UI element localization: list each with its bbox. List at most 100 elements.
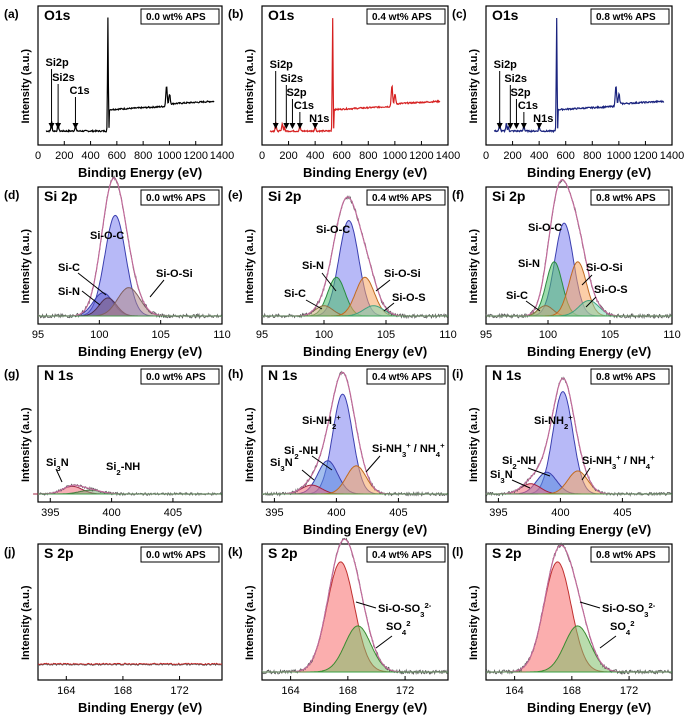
survey-curve-a bbox=[45, 17, 215, 133]
panel-letter-l: (l) bbox=[452, 545, 463, 559]
label-leader-i bbox=[511, 479, 531, 489]
peak-arrowhead-c bbox=[520, 123, 527, 129]
y-axis-label-d: Intensity (a.u.) bbox=[20, 229, 32, 304]
tag-box-l bbox=[590, 546, 670, 563]
peak-label-b: N1s bbox=[309, 113, 329, 125]
tag-box-h bbox=[366, 368, 446, 385]
component-label-h: Si2-NH bbox=[284, 445, 318, 461]
panel-title-d: Si 2p bbox=[44, 188, 77, 204]
component-label-i-part: Si bbox=[502, 455, 512, 467]
component-label-f: Si-C bbox=[506, 290, 528, 302]
label-leader-i bbox=[527, 467, 551, 477]
component-label-i-part: 2 bbox=[564, 422, 568, 431]
component-label-h-part: / NH bbox=[411, 443, 436, 455]
tag-label-h: 0.4 wt% APS bbox=[372, 372, 432, 383]
component-label-e: Si-C bbox=[284, 288, 306, 300]
x-tick-label-b: 0 bbox=[259, 150, 265, 162]
tag-label-a: 0.0 wt% APS bbox=[146, 12, 206, 23]
component-label-h-part: 3 bbox=[402, 450, 406, 459]
peak-arrowhead-a bbox=[72, 123, 79, 129]
component-label-f: Si-O-S bbox=[594, 284, 628, 296]
component-label-e: Si-O-Si bbox=[384, 268, 421, 280]
panel-title-a: O1s bbox=[44, 7, 71, 23]
x-tick-label-b: 200 bbox=[279, 150, 297, 162]
panel-letter-k: (k) bbox=[228, 545, 243, 559]
component-label-l-part: 2- bbox=[648, 601, 655, 610]
peak-label-c: S2p bbox=[510, 87, 530, 99]
peak-arrowhead-c bbox=[513, 123, 520, 129]
x-tick-label-g: 400 bbox=[102, 507, 120, 519]
x-tick-label-g: 405 bbox=[164, 507, 182, 519]
component-label-l-part: SO bbox=[610, 621, 626, 633]
component-label-l-part: 3 bbox=[644, 610, 648, 619]
peak-label-c: Si2s bbox=[504, 73, 527, 85]
component-label-h-part: + bbox=[336, 413, 341, 422]
x-tick-label-d: 105 bbox=[151, 329, 169, 341]
tag-box-c bbox=[590, 8, 670, 25]
panel-title-e: Si 2p bbox=[268, 188, 301, 204]
label-leader-h bbox=[365, 455, 381, 473]
tag-label-d: 0.0 wt% APS bbox=[146, 193, 206, 204]
component-label-g-part: -NH bbox=[121, 461, 141, 473]
component-label-i-part: 3 bbox=[612, 462, 616, 471]
x-tick-label-b: 400 bbox=[306, 150, 324, 162]
x-axis-label-j: Binding Energy (eV) bbox=[78, 700, 202, 715]
x-tick-label-b: 600 bbox=[333, 150, 351, 162]
component-label-f: Si-N bbox=[518, 258, 540, 270]
component-label-h-part: Si bbox=[270, 457, 280, 469]
x-tick-label-k: 168 bbox=[339, 685, 357, 697]
component-label-d: Si-C bbox=[58, 262, 80, 274]
peak-label-b: Si2s bbox=[280, 73, 303, 85]
component-label-e: Si-O-C bbox=[316, 224, 350, 236]
y-axis-label-h: Intensity (a.u.) bbox=[244, 407, 256, 482]
component-peak-i bbox=[523, 391, 603, 495]
tag-label-j: 0.0 wt% APS bbox=[146, 550, 206, 561]
tag-box-f bbox=[590, 189, 670, 206]
x-tick-label-j: 164 bbox=[57, 685, 75, 697]
component-label-i: Si3N bbox=[490, 469, 513, 485]
component-label-h-part: 3 bbox=[280, 464, 284, 473]
x-tick-label-b: 1400 bbox=[436, 150, 460, 162]
x-tick-label-i: 395 bbox=[489, 507, 507, 519]
x-tick-label-k: 164 bbox=[281, 685, 299, 697]
x-tick-label-a: 200 bbox=[55, 150, 73, 162]
component-label-i-part: 4 bbox=[646, 462, 651, 471]
label-leader-e bbox=[375, 279, 391, 292]
component-label-g: Si2-NH bbox=[106, 461, 140, 477]
component-label-g-part: Si bbox=[46, 457, 56, 469]
x-axis-label-c: Binding Energy (eV) bbox=[527, 165, 651, 180]
label-leader-k bbox=[355, 601, 377, 609]
tag-label-b: 0.4 wt% APS bbox=[372, 12, 432, 23]
tag-box-k bbox=[366, 546, 446, 563]
peak-label-a: Si2p bbox=[46, 57, 70, 69]
component-label-h-part: -NH bbox=[299, 445, 319, 457]
x-axis-label-k: Binding Energy (eV) bbox=[303, 700, 427, 715]
y-axis-label-e: Intensity (a.u.) bbox=[244, 229, 256, 304]
peak-arrowhead-c bbox=[496, 123, 503, 129]
component-label-i-part: 2 bbox=[512, 462, 516, 471]
peak-arrowhead-b bbox=[312, 123, 319, 129]
peak-label-b: S2p bbox=[286, 87, 306, 99]
panel-title-b: O1s bbox=[268, 7, 295, 23]
component-label-i-part: -NH bbox=[517, 455, 537, 467]
x-tick-label-c: 0 bbox=[483, 150, 489, 162]
tag-box-b bbox=[366, 8, 446, 25]
y-axis-label-l: Intensity (a.u.) bbox=[468, 585, 480, 660]
component-label-h-part: Si-NH bbox=[302, 415, 332, 427]
tag-box-a bbox=[140, 8, 220, 25]
component-label-h-part: + bbox=[440, 441, 445, 450]
y-axis-label-i: Intensity (a.u.) bbox=[468, 407, 480, 482]
panel-letter-a: (a) bbox=[4, 7, 19, 21]
x-tick-label-i: 400 bbox=[551, 507, 569, 519]
panel-letter-d: (d) bbox=[4, 188, 19, 202]
component-label-i-part: Si bbox=[490, 469, 500, 481]
x-tick-label-d: 100 bbox=[90, 329, 108, 341]
component-label-e: Si-N bbox=[302, 260, 324, 272]
component-label-k-part: 2- bbox=[424, 601, 431, 610]
x-tick-label-a: 1200 bbox=[183, 150, 207, 162]
label-leader-e bbox=[383, 302, 395, 312]
peak-label-c: N1s bbox=[533, 113, 553, 125]
panel-title-k: S 2p bbox=[268, 545, 298, 561]
x-tick-label-h: 400 bbox=[327, 507, 345, 519]
